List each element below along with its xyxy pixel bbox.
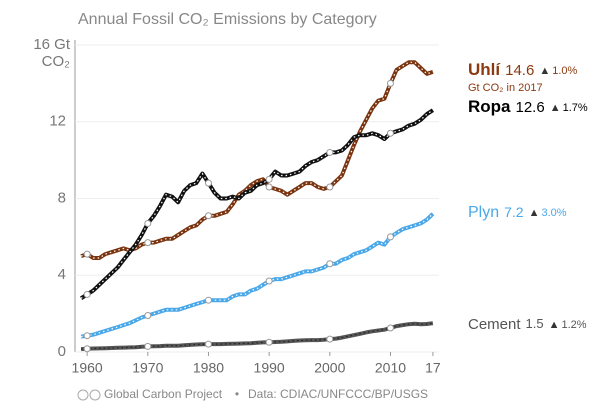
source: Data: CDIAC/UNFCCC/BP/USGS xyxy=(248,387,428,401)
point xyxy=(326,335,334,343)
legend-name: Ropa xyxy=(468,97,511,116)
point xyxy=(265,175,273,183)
y-tick-label: 8 xyxy=(58,189,66,206)
source: Global Carbon Project xyxy=(104,387,223,401)
x-tick-label: 17 xyxy=(425,360,441,376)
point xyxy=(386,79,394,87)
change: 1.2% xyxy=(562,319,587,331)
point xyxy=(326,183,334,191)
end-value: 7.2 xyxy=(504,204,524,220)
annotation: Gt CO₂ in 2017 xyxy=(468,82,543,94)
change: 3.0% xyxy=(541,207,566,219)
x-tick-label: 1970 xyxy=(132,360,163,376)
x-tick-label: 1980 xyxy=(193,360,224,376)
point xyxy=(326,260,334,268)
point xyxy=(204,340,212,348)
point xyxy=(386,129,394,137)
y-tick-label: 4 xyxy=(58,266,66,283)
legend-name: Uhlí xyxy=(468,60,501,79)
point xyxy=(265,277,273,285)
chart-title: Annual Fossil CO₂ Emissions by Category xyxy=(78,11,377,28)
x-tick-label: 2010 xyxy=(375,360,406,376)
point xyxy=(265,338,273,346)
point xyxy=(83,290,91,298)
change: 1.0% xyxy=(552,65,577,77)
point xyxy=(204,296,212,304)
point xyxy=(144,219,152,227)
point xyxy=(83,250,91,258)
triangle: ▲ xyxy=(550,102,561,114)
triangle: ▲ xyxy=(549,319,560,331)
x-tick-label: 1960 xyxy=(72,360,103,376)
x-tick-label: 2000 xyxy=(314,360,345,376)
triangle: ▲ xyxy=(529,207,540,219)
series-line xyxy=(80,321,434,352)
series-line-dots xyxy=(80,109,434,299)
series-line xyxy=(80,60,434,260)
series-label: Uhlí 14.6 ▲ 1.0% xyxy=(468,60,577,79)
series-label: Ropa 12.6 ▲ 1.7% xyxy=(468,97,588,116)
point xyxy=(83,332,91,340)
point xyxy=(204,179,212,187)
triangle: ▲ xyxy=(539,65,550,77)
end-value: 14.6 xyxy=(505,62,534,79)
series-label: Cement 1.5 ▲ 1.2% xyxy=(468,316,587,333)
point xyxy=(144,342,152,350)
y-tick-label: 12 xyxy=(49,113,66,130)
point xyxy=(144,239,152,247)
point xyxy=(144,312,152,320)
series-line xyxy=(80,108,434,300)
y-tick-label: 16 Gt CO₂ xyxy=(33,36,70,70)
series-line-dots xyxy=(81,322,433,350)
y-tick-label: 0 xyxy=(58,343,66,360)
separator: • xyxy=(235,387,239,401)
legend-name: Plyn xyxy=(468,204,499,221)
point xyxy=(386,233,394,241)
point xyxy=(326,148,334,156)
series-line-dots xyxy=(81,213,434,338)
change: 1.7% xyxy=(563,102,588,114)
end-value: 12.6 xyxy=(516,99,545,116)
end-value: 1.5 xyxy=(526,316,544,331)
series-label: Plyn 7.2 ▲ 3.0% xyxy=(468,204,567,222)
cc-icons xyxy=(77,389,101,401)
x-tick-label: 1990 xyxy=(254,360,285,376)
point xyxy=(83,345,91,353)
point xyxy=(265,183,273,191)
series-line-dots xyxy=(80,61,434,259)
point xyxy=(204,212,212,220)
point xyxy=(386,324,394,332)
legend-name: Cement xyxy=(468,316,521,333)
